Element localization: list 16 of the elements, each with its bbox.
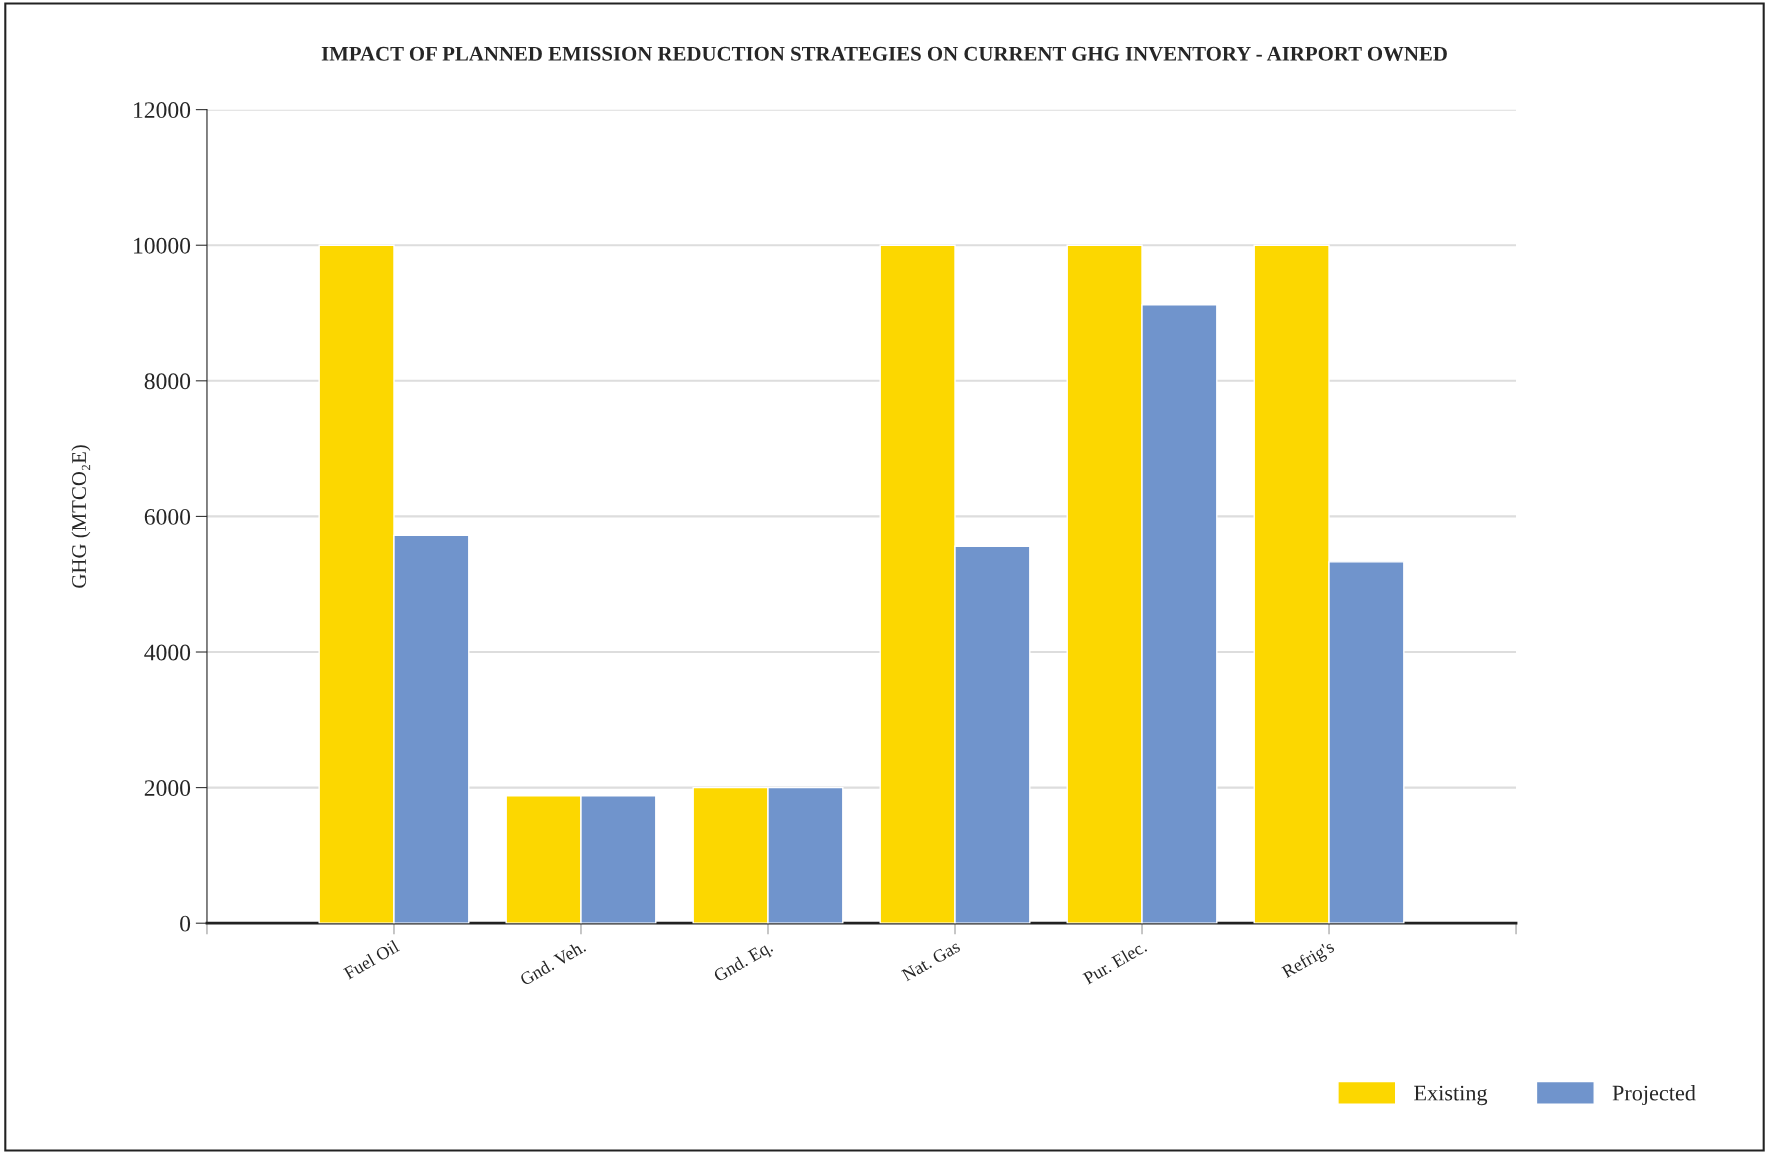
x-tick-label: Pur. Elec. <box>1082 939 1148 985</box>
y-tick-label: 2000 <box>144 780 191 797</box>
legend-label: Projected <box>1612 1084 1696 1106</box>
y-tick-label: 12000 <box>134 102 191 119</box>
chart-title: IMPACT OF PLANNED EMISSION REDUCTION STRATEGIES ON CURRENT GHG INVENTORY - AIRPORT OWNED <box>321 46 1447 61</box>
x-tick-label: Gnd. Veh. <box>518 939 587 987</box>
y-tick-label: 10000 <box>134 237 191 254</box>
y-tick-label: 4000 <box>144 644 191 661</box>
y-tick-label: 0 <box>180 915 191 932</box>
x-tick-label: Fuel Oil <box>342 939 401 980</box>
y-axis-title: GHG (MTCO₂E) <box>71 445 91 588</box>
x-tick-label: Gnd. Eq. <box>712 939 776 986</box>
y-tick-label: 6000 <box>144 508 191 525</box>
y-tick-label: 8000 <box>144 373 191 390</box>
legend-label: Existing <box>1414 1085 1488 1106</box>
x-tick-label: Nat. Gas <box>901 940 961 982</box>
